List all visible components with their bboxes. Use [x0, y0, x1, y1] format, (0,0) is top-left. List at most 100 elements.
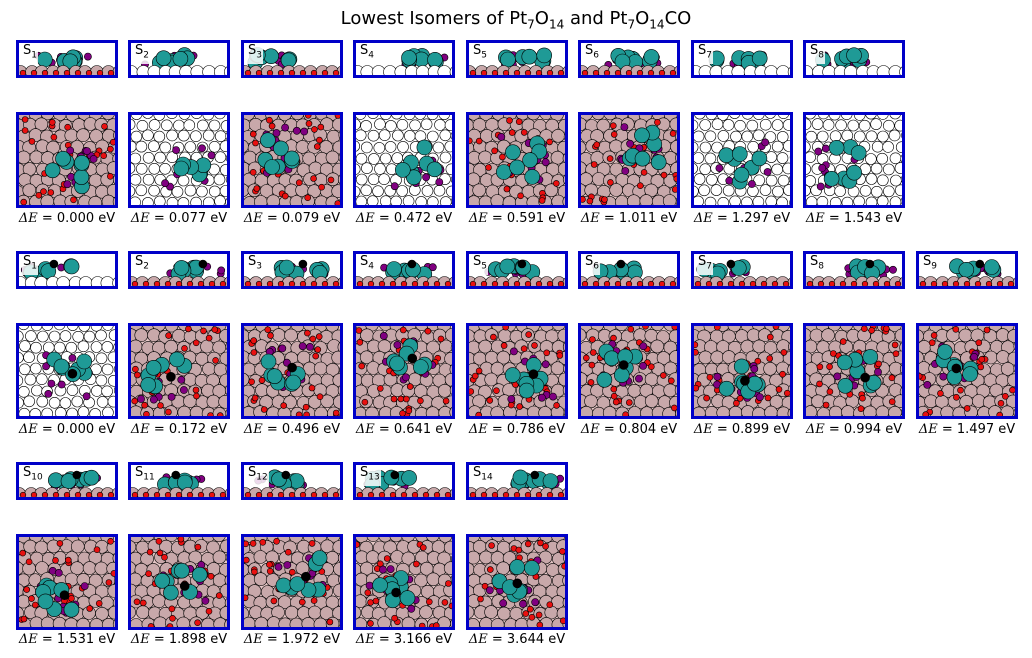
isomer-letter: S	[23, 254, 32, 269]
energy-label: ΔE = 1.011 eV	[569, 211, 689, 227]
side-view-panel: S10	[16, 462, 118, 500]
energy-label: ΔE = 0.496 eV	[232, 422, 352, 438]
isomer-index: 8	[818, 261, 824, 272]
top-view-structure	[469, 537, 565, 627]
isomer-label: S3	[247, 43, 263, 64]
top-view-structure	[19, 326, 115, 416]
side-view-panel: S14	[466, 462, 568, 500]
energy-value: 0.472 eV	[393, 211, 453, 226]
top-view-structure	[694, 115, 790, 205]
isomer-label: S4	[359, 254, 375, 275]
energy-value: 0.000 eV	[56, 422, 116, 437]
top-view-structure	[469, 326, 565, 416]
top-view-structure	[131, 537, 227, 627]
equals-sign: =	[37, 632, 57, 647]
energy-value: 0.899 eV	[731, 422, 791, 437]
delta-e-symbol: ΔE	[580, 211, 600, 226]
energy-label: ΔE = 0.079 eV	[232, 211, 352, 227]
top-view-panel	[241, 323, 343, 419]
isomer-label: S12	[247, 465, 269, 486]
isomer-letter: S	[473, 254, 482, 269]
isomer-index: 10	[31, 472, 43, 483]
isomer-index: 4	[368, 261, 374, 272]
isomer-label: S10	[22, 465, 44, 486]
energy-label: ΔE = 0.077 eV	[119, 211, 239, 227]
top-view-panel	[466, 534, 568, 630]
energy-label: ΔE = 1.531 eV	[7, 632, 127, 648]
energy-value: 0.804 eV	[618, 422, 678, 437]
top-view-structure	[581, 326, 677, 416]
delta-e-symbol: ΔE	[805, 211, 825, 226]
side-view-panel: S7	[691, 40, 793, 78]
isomer-letter: S	[698, 43, 707, 58]
energy-label: ΔE = 0.472 eV	[344, 211, 464, 227]
top-view-structure	[19, 537, 115, 627]
isomer-index: 13	[368, 472, 380, 483]
delta-e-symbol: ΔE	[355, 211, 375, 226]
equals-sign: =	[374, 422, 394, 437]
isomer-letter: S	[698, 254, 707, 269]
top-view-panel	[353, 323, 455, 419]
top-view-panel	[16, 323, 118, 419]
equals-sign: =	[374, 632, 394, 647]
isomer-letter: S	[135, 254, 144, 269]
top-view-panel	[16, 534, 118, 630]
equals-sign: =	[37, 211, 57, 226]
isomer-index: 3	[256, 261, 262, 272]
isomer-index: 9	[931, 261, 937, 272]
top-view-structure	[19, 115, 115, 205]
isomer-letter: S	[23, 465, 32, 480]
equals-sign: =	[599, 422, 619, 437]
energy-value: 1.531 eV	[56, 632, 116, 647]
energy-value: 0.000 eV	[56, 211, 116, 226]
energy-label: ΔE = 0.786 eV	[457, 422, 577, 438]
isomer-label: S5	[472, 254, 488, 275]
isomer-label: S8	[809, 43, 825, 64]
side-view-panel: S1	[16, 40, 118, 78]
top-view-panel	[128, 323, 230, 419]
isomer-letter: S	[360, 465, 369, 480]
isomer-label: S2	[134, 43, 150, 64]
isomer-letter: S	[923, 254, 932, 269]
energy-label: ΔE = 0.172 eV	[119, 422, 239, 438]
equals-sign: =	[262, 211, 282, 226]
equals-sign: =	[262, 632, 282, 647]
side-view-panel: S7	[691, 251, 793, 289]
energy-value: 0.641 eV	[393, 422, 453, 437]
energy-value: 0.172 eV	[168, 422, 228, 437]
side-view-panel: S9	[916, 251, 1018, 289]
top-view-panel	[241, 534, 343, 630]
equals-sign: =	[487, 422, 507, 437]
top-view-structure	[806, 115, 902, 205]
side-view-panel: S3	[241, 251, 343, 289]
isomer-index: 11	[143, 472, 155, 483]
energy-value: 1.898 eV	[168, 632, 228, 647]
isomer-label: S11	[134, 465, 156, 486]
top-view-panel	[353, 534, 455, 630]
equals-sign: =	[487, 211, 507, 226]
top-view-panel	[353, 112, 455, 208]
isomer-label: S8	[809, 254, 825, 275]
energy-value: 1.543 eV	[843, 211, 903, 226]
energy-label: ΔE = 0.591 eV	[457, 211, 577, 227]
side-view-panel: S11	[128, 462, 230, 500]
isomer-label: S6	[584, 43, 600, 64]
equals-sign: =	[149, 211, 169, 226]
isomer-label: S2	[134, 254, 150, 275]
energy-label: ΔE = 3.644 eV	[457, 632, 577, 648]
energy-value: 0.591 eV	[506, 211, 566, 226]
isomer-label: S9	[922, 254, 938, 275]
side-view-panel: S8	[803, 251, 905, 289]
isomer-label: S14	[472, 465, 494, 486]
side-view-panel: S4	[353, 251, 455, 289]
isomer-letter: S	[810, 254, 819, 269]
top-view-panel	[691, 112, 793, 208]
isomer-label: S1	[22, 254, 38, 275]
figure-title: Lowest Isomers of Pt7O14 and Pt7O14CO	[340, 8, 692, 32]
energy-label: ΔE = 1.972 eV	[232, 632, 352, 648]
side-view-panel: S5	[466, 40, 568, 78]
delta-e-symbol: ΔE	[18, 211, 38, 226]
energy-value: 1.297 eV	[731, 211, 791, 226]
isomer-index: 1	[31, 261, 37, 272]
equals-sign: =	[712, 211, 732, 226]
